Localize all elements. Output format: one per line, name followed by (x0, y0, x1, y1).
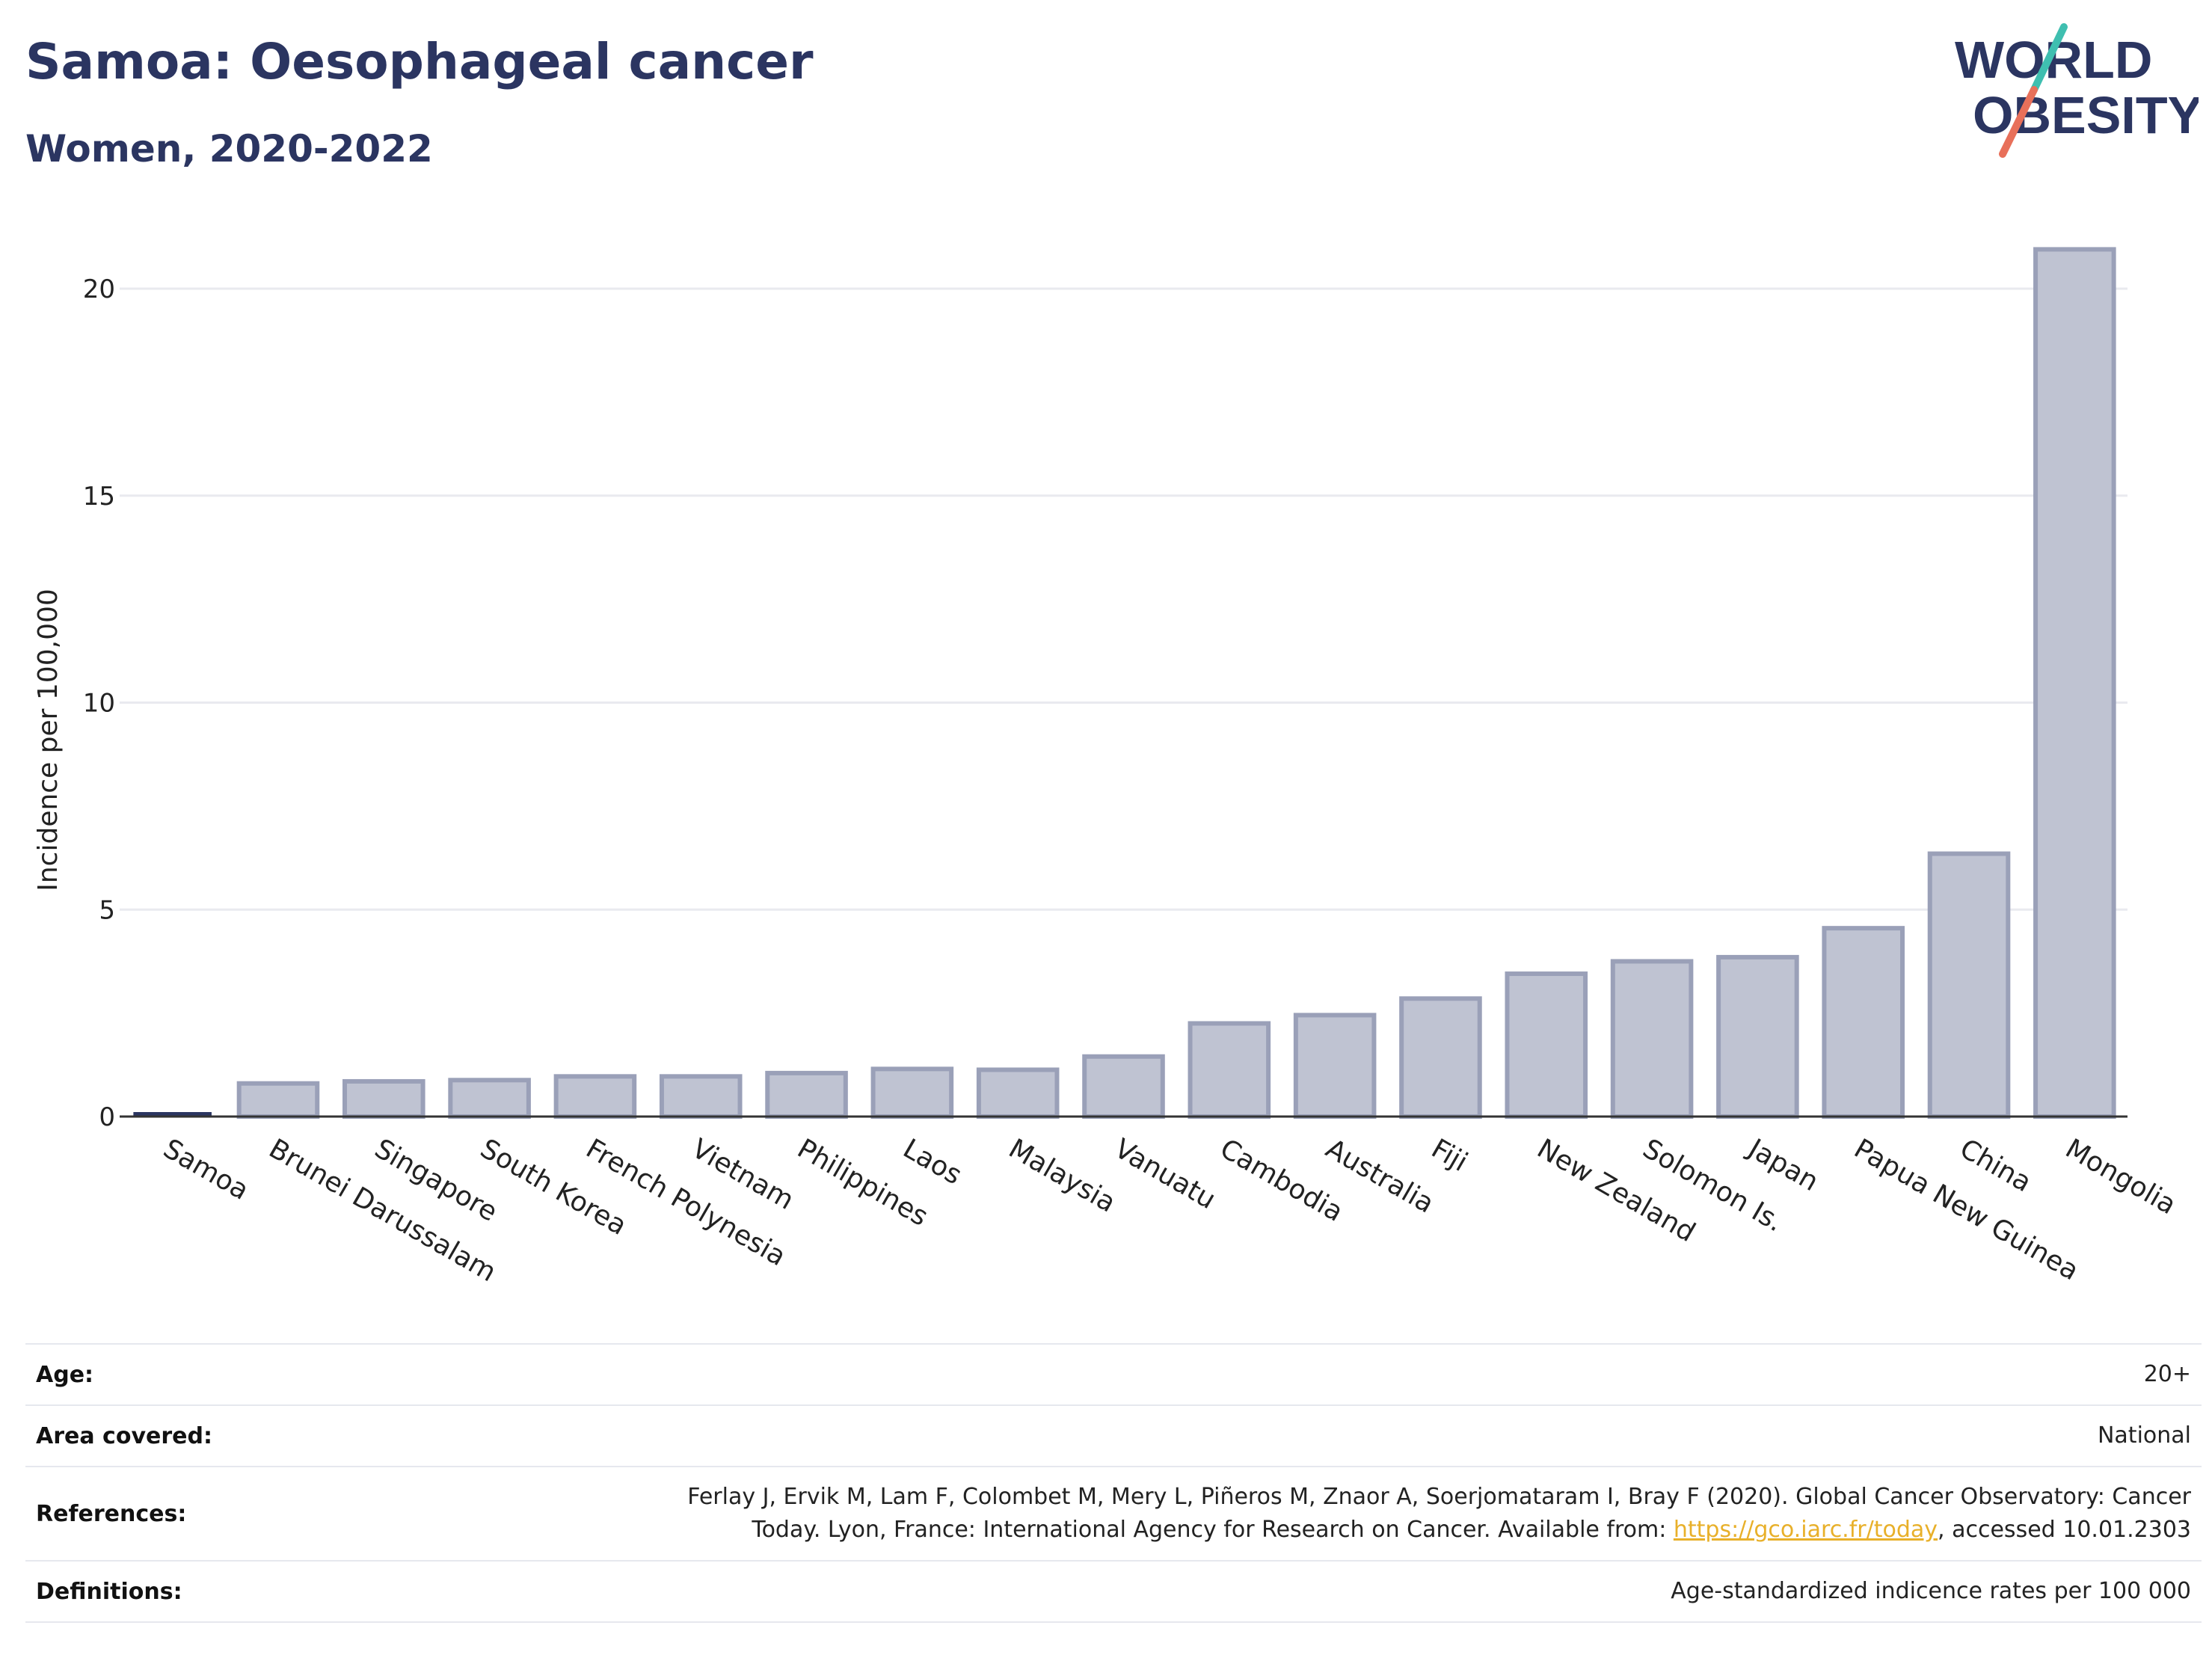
bar-samoa (133, 1112, 212, 1117)
bar-mongolia (2033, 247, 2116, 1120)
metadata-table: Age: 20+ Area covered: National Referenc… (25, 1343, 2202, 1623)
bar-papua-new-guinea (1822, 926, 1905, 1119)
bar-new-zealand (1505, 971, 1588, 1119)
bar-fiji (1399, 996, 1482, 1119)
category-label: Samoa (158, 1133, 254, 1206)
category-label: Vanuatu (1109, 1133, 1220, 1215)
category-label: French Polynesia (581, 1133, 791, 1272)
bar-singapore (342, 1078, 425, 1120)
bar-laos (870, 1066, 954, 1120)
bars (133, 247, 2116, 1120)
category-label: Fiji (1426, 1133, 1472, 1178)
area-value: National (2097, 1422, 2191, 1449)
y-tick-label: 10 (83, 689, 115, 719)
references-label: References: (36, 1500, 187, 1527)
y-axis-title: Incidence per 100,000 (33, 589, 64, 891)
bar-australia (1293, 1013, 1377, 1119)
age-label: Age: (36, 1361, 94, 1388)
age-value: 20+ (2143, 1361, 2191, 1387)
bar-cambodia (1188, 1021, 1271, 1120)
grid-lines (120, 287, 2127, 911)
bar-brunei-darussalam (236, 1081, 320, 1119)
y-tick-label: 0 (99, 1102, 115, 1132)
bar-south-korea (448, 1078, 531, 1119)
logo-slash-teal (2030, 23, 2068, 93)
world-obesity-logo: WORLD OBESITY (1955, 23, 2199, 158)
category-label: Japan (1742, 1132, 1823, 1197)
logo-slash-coral (1999, 86, 2038, 158)
definitions-value: Age-standardized indicence rates per 100… (1671, 1578, 2191, 1604)
category-label: Mongolia (2060, 1133, 2181, 1220)
area-label: Area covered: (36, 1422, 212, 1449)
references-row: References: Ferlay J, Ervik M, Lam F, Co… (25, 1467, 2202, 1561)
bar-solomon-is (1610, 959, 1694, 1119)
bar-philippines (765, 1070, 848, 1119)
category-label: Laos (898, 1133, 967, 1191)
references-link[interactable]: https://gco.iarc.fr/today (1673, 1517, 1938, 1543)
references-line-2: Today. Lyon, France: International Agenc… (752, 1517, 1674, 1543)
definitions-row: Definitions: Age-standardized indicence … (25, 1561, 2202, 1622)
bar-vanuatu (1082, 1054, 1165, 1120)
chart-subtitle: Women, 2020-2022 (25, 127, 433, 171)
category-label: Malaysia (1004, 1133, 1121, 1218)
definitions-label: Definitions: (36, 1578, 182, 1605)
age-row: Age: 20+ (25, 1344, 2202, 1405)
references-line-1: Ferlay J, Ervik M, Lam F, Colombet M, Me… (687, 1484, 2191, 1510)
bar-vietnam (659, 1074, 743, 1120)
bar-chart: 0 5 10 15 20 Samoa Brunei DarussalamSingapore… (33, 247, 2181, 1288)
area-row: Area covered: National (25, 1405, 2202, 1467)
y-tick-label: 15 (83, 482, 115, 512)
references-accessed: , accessed 10.01.2303 (1938, 1517, 2191, 1543)
references-value: Ferlay J, Ervik M, Lam F, Colombet M, Me… (420, 1467, 2202, 1561)
category-label: China (1955, 1133, 2037, 1198)
bar-china (1927, 851, 2011, 1119)
bar-malaysia (976, 1067, 1060, 1119)
chart-title: Samoa: Oesophageal cancer (25, 33, 814, 90)
y-tick-label: 5 (99, 895, 115, 925)
bar-japan (1716, 954, 1799, 1119)
bar-french-polynesia (553, 1074, 637, 1120)
y-tick-label: 20 (83, 274, 115, 304)
y-tick-labels: 0 5 10 15 20 (83, 274, 115, 1132)
